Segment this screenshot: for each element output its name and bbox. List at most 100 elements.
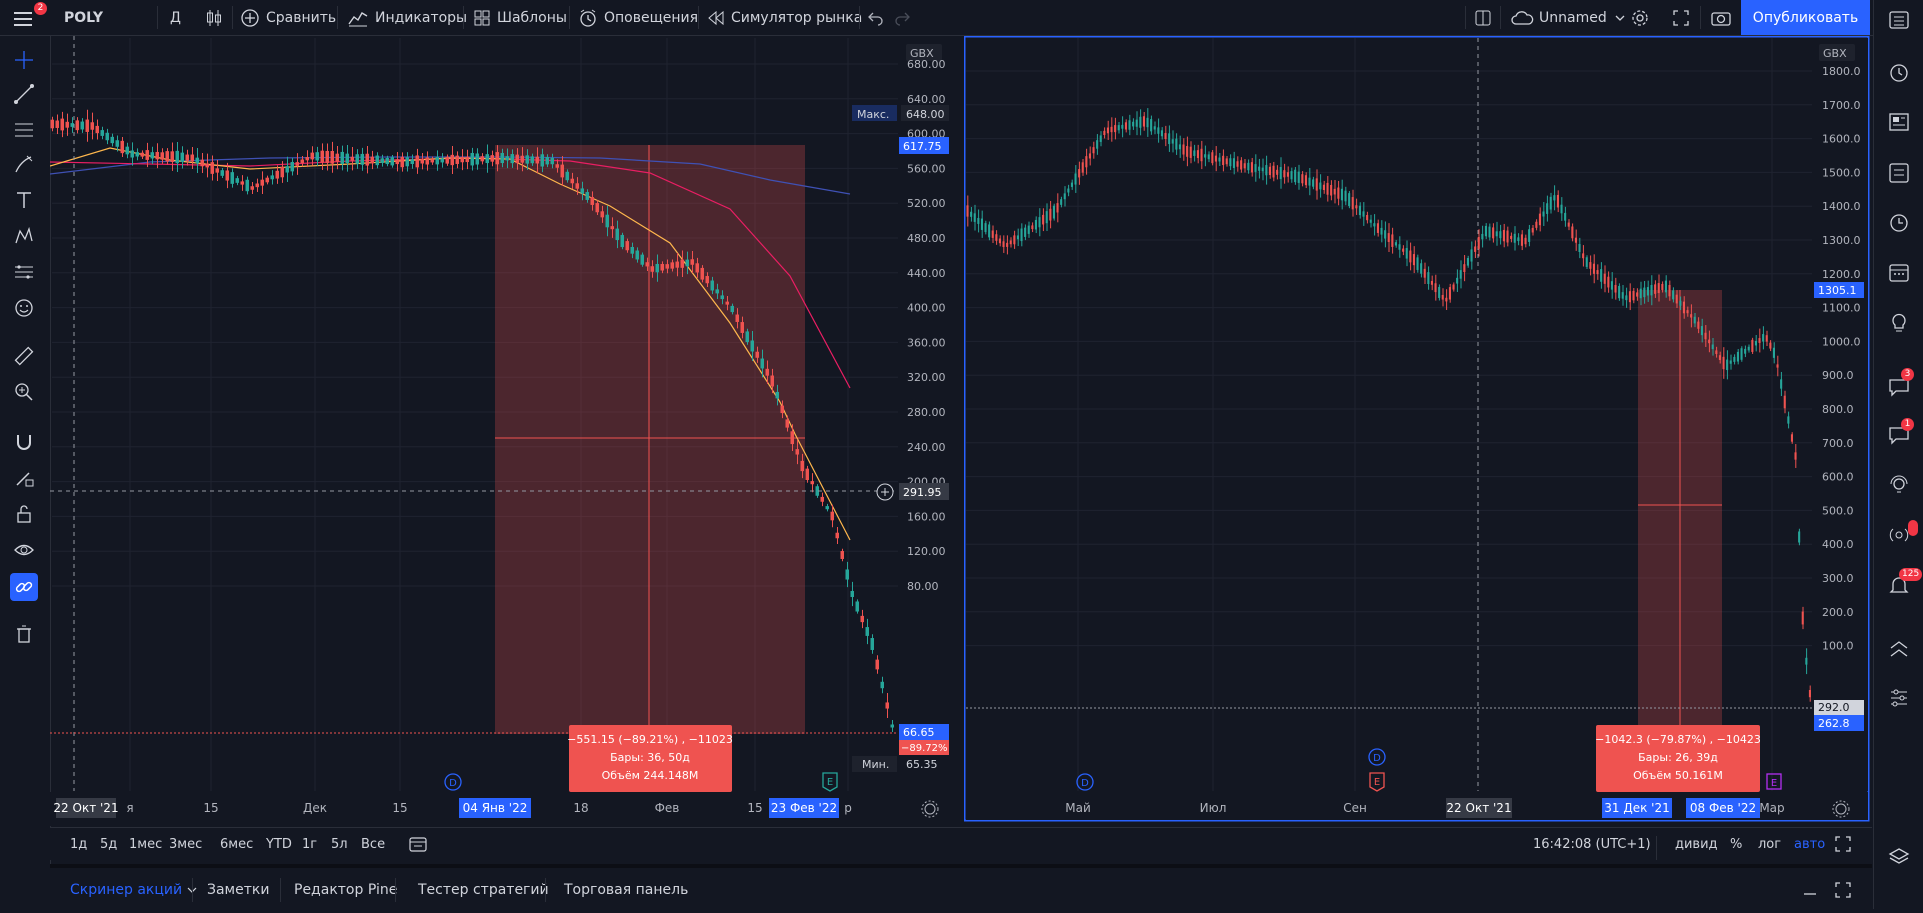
layout-select-button[interactable] <box>1474 0 1492 35</box>
left-axis-settings-icon[interactable] <box>921 800 939 818</box>
ideas-button[interactable] <box>1884 307 1914 337</box>
chart-style-button[interactable] <box>205 0 223 35</box>
left-measure-label: −551.15 (−89.21%) , −11023 Бары: 36, 50д… <box>567 725 733 792</box>
calendar-goto-icon <box>409 837 427 852</box>
right-event-dividend-1[interactable]: D <box>1076 773 1094 791</box>
left-currency-label[interactable]: GBX <box>910 47 934 60</box>
compare-button[interactable]: Сравнить <box>240 0 336 35</box>
text-tool[interactable] <box>10 186 38 214</box>
left-price-axis[interactable]: GBX 680.00640.00600.00560.00520.00480.00… <box>852 36 966 791</box>
sync-drawings-tool[interactable] <box>10 573 38 601</box>
data-window-button[interactable] <box>1884 107 1914 137</box>
alerts-button[interactable]: Оповещения <box>578 0 698 35</box>
range-button-4[interactable]: 6мес <box>220 836 254 852</box>
candle-body <box>185 154 189 161</box>
publish-button[interactable]: Опубликовать <box>1741 0 1870 35</box>
maximize-panel-button[interactable] <box>1834 872 1852 908</box>
candle-body <box>1045 211 1048 224</box>
templates-button[interactable]: Шаблоны <box>473 0 567 35</box>
log-toggle[interactable]: лог <box>1758 836 1782 852</box>
price-tick-label: 1800.0 <box>1822 65 1861 78</box>
right-event-earnings-1[interactable]: E <box>1369 772 1385 792</box>
left-max-label: Макс. <box>857 108 889 121</box>
auto-toggle[interactable]: авто <box>1794 836 1826 852</box>
measure-tool[interactable] <box>10 342 38 370</box>
tab-stock-screener[interactable]: Скринер акций <box>70 872 198 908</box>
object-tree-button[interactable] <box>1884 208 1914 238</box>
menu-button[interactable] <box>12 0 34 35</box>
minimize-panel-button[interactable] <box>1802 872 1818 908</box>
candle-body <box>235 178 239 183</box>
left-time-axis[interactable]: я 15 Дек 15 18 Фев 15 р 22 Окт '21 04 Янв '22 2… <box>50 792 966 826</box>
collapse-button[interactable] <box>1884 635 1914 665</box>
clock-time[interactable]: 16:42:08 (UTC+1) <box>1533 836 1651 852</box>
crosshair-tool[interactable] <box>10 46 38 74</box>
fullscreen-button[interactable] <box>1672 0 1690 35</box>
candle-body <box>1283 170 1286 178</box>
right-chart-pane[interactable]: GBX 1800.0 1700.0 1600.0 1500.0 1400.0 1300.0… <box>964 36 1870 826</box>
remove-drawings-tool[interactable] <box>10 620 38 648</box>
left-event-dividend[interactable]: D <box>444 773 462 791</box>
candle-body <box>1430 280 1433 285</box>
icon-tool[interactable] <box>10 294 38 322</box>
range-button-7[interactable]: 5л <box>331 836 348 852</box>
left-event-earnings[interactable]: E <box>822 772 838 792</box>
layers-button[interactable] <box>1884 842 1914 872</box>
right-price-axis[interactable]: GBX 1800.0 1700.0 1600.0 1500.0 1400.0 1300.0… <box>1812 38 1868 791</box>
tab-pine-editor[interactable]: Редактор Pine <box>294 882 398 898</box>
undo-button[interactable] <box>866 0 884 35</box>
range-button-0[interactable]: 1д <box>70 836 88 852</box>
right-currency-label[interactable]: GBX <box>1823 47 1847 60</box>
goto-date-button[interactable] <box>408 828 428 860</box>
candle-body <box>375 155 379 166</box>
magnet-tool[interactable] <box>10 428 38 456</box>
hide-drawings-tool[interactable] <box>10 536 38 564</box>
percent-toggle[interactable]: % <box>1730 836 1743 852</box>
right-time-axis[interactable]: Май Июл Сен Мар 22 Окт '21 31 Дек '21 08 Фе… <box>966 792 1868 820</box>
layout-name-button[interactable]: Unnamed <box>1510 0 1627 35</box>
candle-body <box>500 152 504 164</box>
hotlists-button[interactable] <box>1884 470 1914 500</box>
range-button-3[interactable]: 3мес <box>169 836 203 852</box>
watchlist-button[interactable] <box>1884 5 1914 35</box>
settings-button[interactable] <box>1630 0 1650 35</box>
replay-button[interactable]: Симулятор рынка <box>707 0 862 35</box>
tab-strategy-tester[interactable]: Тестер стратегий <box>418 882 549 898</box>
brush-tool[interactable] <box>10 150 38 178</box>
maximize-chart-button[interactable] <box>1834 828 1852 860</box>
tab-notes[interactable]: Заметки <box>207 882 270 898</box>
calendar-button[interactable] <box>1884 257 1914 287</box>
chats-button[interactable] <box>1884 372 1914 402</box>
right-event-dividend-2[interactable]: D <box>1368 748 1386 766</box>
tab-trading-panel[interactable]: Торговая панель <box>564 882 689 898</box>
range-button-1[interactable]: 5д <box>100 836 118 852</box>
pattern-tool[interactable] <box>10 222 38 250</box>
symbol-search[interactable]: POLY <box>64 9 104 26</box>
snapshot-button[interactable] <box>1710 0 1732 35</box>
zoom-tool[interactable] <box>10 378 38 406</box>
left-chart-pane[interactable]: GBX 680.00640.00600.00560.00520.00480.00… <box>50 36 966 826</box>
trendline-tool[interactable] <box>10 80 38 108</box>
indicators-button[interactable]: Индикаторы <box>347 0 467 35</box>
candle-body <box>830 511 834 521</box>
eye-icon <box>14 544 34 556</box>
pine-button[interactable] <box>1884 683 1914 713</box>
streams-button[interactable] <box>1884 520 1914 550</box>
news-button[interactable] <box>1884 158 1914 188</box>
redo-button[interactable] <box>894 0 912 35</box>
right-event-earnings-2[interactable]: E <box>1766 773 1782 790</box>
svg-text:E: E <box>827 777 833 788</box>
alerts-panel-button[interactable] <box>1884 57 1914 87</box>
range-button-8[interactable]: Все <box>361 836 386 852</box>
interval-selector[interactable]: Д <box>170 9 181 26</box>
range-button-6[interactable]: 1г <box>302 836 318 852</box>
lock-drawings-tool[interactable] <box>10 500 38 528</box>
adjust-dividends-toggle[interactable]: дивид <box>1675 836 1718 852</box>
range-button-2[interactable]: 1мес <box>129 836 163 852</box>
stay-drawing-tool[interactable] <box>10 464 38 492</box>
prediction-tool[interactable] <box>10 258 38 286</box>
range-button-5[interactable]: YTD <box>266 836 292 852</box>
right-axis-settings-icon[interactable] <box>1832 800 1850 818</box>
fib-tool[interactable] <box>10 116 38 144</box>
candle-body <box>575 183 579 189</box>
